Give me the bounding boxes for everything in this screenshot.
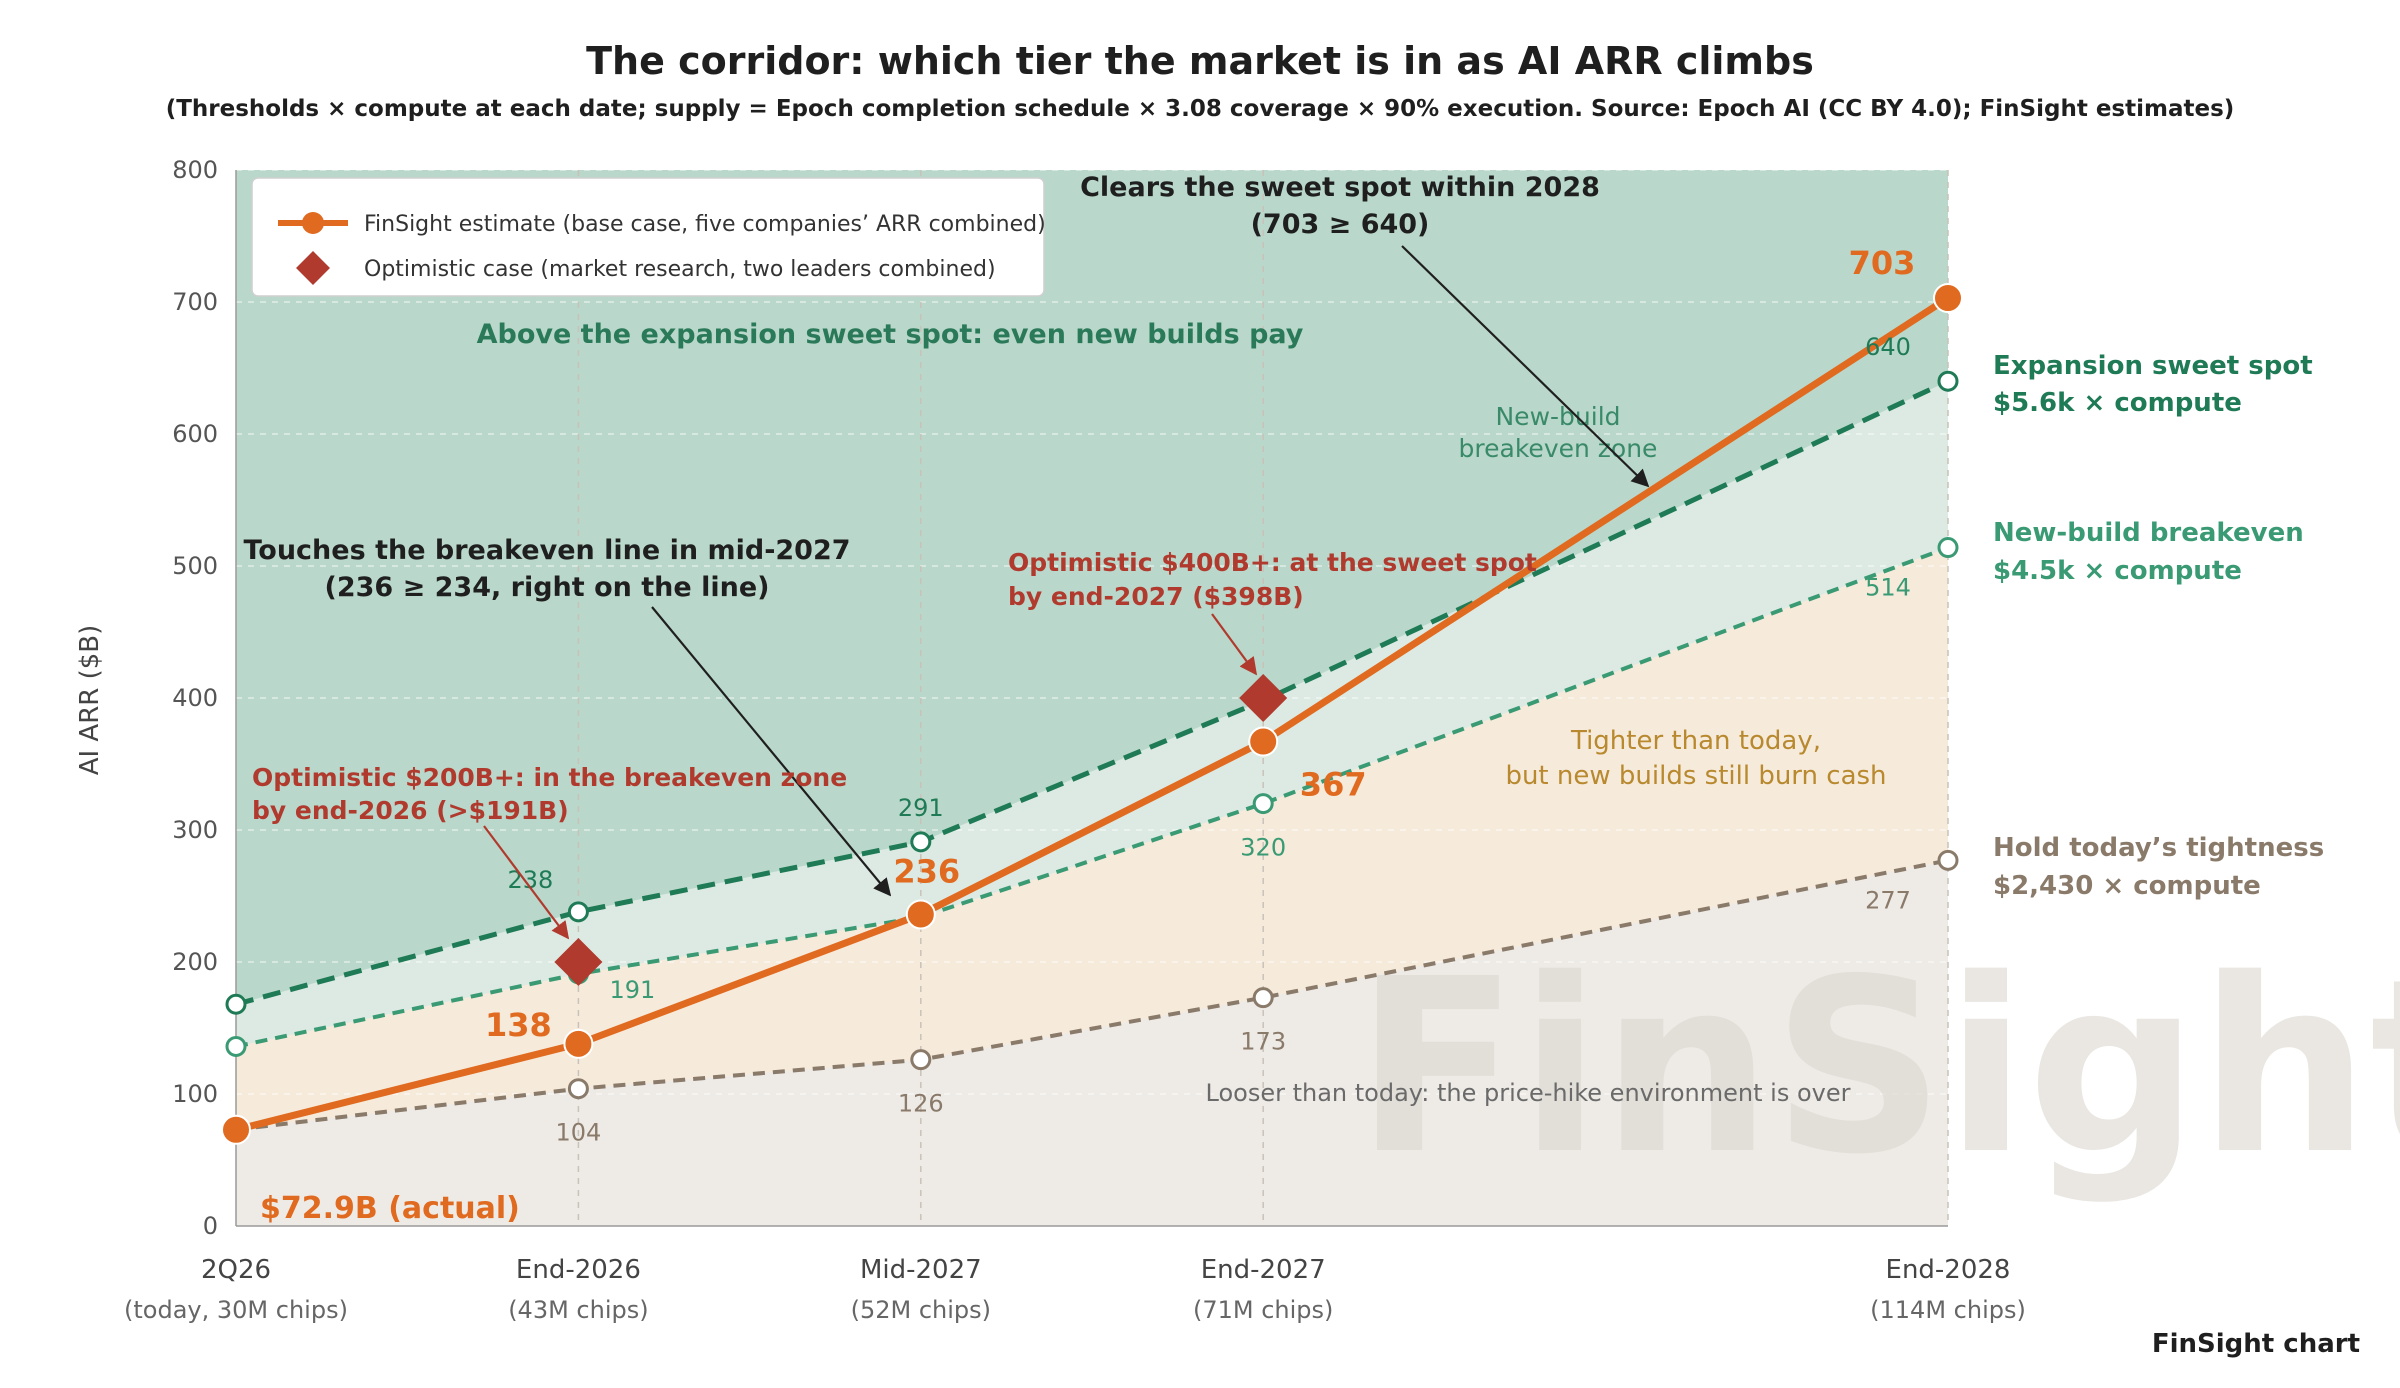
zone-label-tighter-2: but new builds still burn cash <box>1505 761 1886 791</box>
threshold-value-label: 104 <box>555 1119 601 1147</box>
annotation-opt400-line1: Optimistic $400B+: at the sweet spot <box>1008 548 1537 577</box>
threshold-value-label: 291 <box>898 794 944 822</box>
threshold-value-label: 320 <box>1240 834 1286 862</box>
value-labels: 1382363677032382916401913205141041261732… <box>485 244 1915 1147</box>
chart-title: The corridor: which tier the market is i… <box>586 39 1814 83</box>
side-label-sweet-2: $5.6k × compute <box>1993 388 2242 418</box>
x-tick-label: Mid-2027 <box>860 1255 982 1285</box>
threshold-value-label: 640 <box>1865 333 1911 361</box>
optimistic-point <box>1239 674 1288 722</box>
series-point <box>1937 849 1959 871</box>
side-label-sweet-1: Expansion sweet spot <box>1993 351 2313 381</box>
y-tick-label: 500 <box>172 552 218 580</box>
x-tick-sublabel: (today, 30M chips) <box>124 1296 348 1324</box>
zone-label-newbuild-2: breakeven zone <box>1459 434 1658 463</box>
annotation-opt200-line1: Optimistic $200B+: in the breakeven zone <box>252 763 847 792</box>
legend-box <box>251 177 1045 297</box>
y-tick-label: 800 <box>172 156 218 184</box>
side-label-hold-2: $2,430 × compute <box>1993 871 2261 901</box>
x-tick-sublabel: (71M chips) <box>1193 1296 1333 1324</box>
legend-label-base: FinSight estimate (base case, five compa… <box>364 212 1046 237</box>
series-point <box>1252 987 1274 1009</box>
axes: 0 100 200 300 400 500 600 700 800 2Q26 (today, 30M… <box>124 156 2026 1324</box>
x-tick-sublabel: (52M chips) <box>851 1296 991 1324</box>
actual-value-label: $72.9B (actual) <box>260 1191 520 1226</box>
y-tick-label: 200 <box>172 948 218 976</box>
annotation-breakeven-detail: (236 ≥ 234, right on the line) <box>325 572 770 603</box>
x-tick-label: End-2027 <box>1201 1255 1326 1285</box>
base-case-point <box>1933 283 1963 314</box>
series-point <box>567 1078 589 1100</box>
base-case-point <box>563 1028 594 1059</box>
y-tick-label: 700 <box>172 288 218 316</box>
legend-marker-base <box>302 212 324 234</box>
x-tick-label: 2Q26 <box>201 1255 271 1285</box>
side-label-breakeven-2: $4.5k × compute <box>1993 556 2242 586</box>
x-tick-sublabel: (114M chips) <box>1870 1296 2026 1324</box>
annotation-opt400-line2: by end-2027 ($398B) <box>1008 582 1304 611</box>
chart-credit: FinSight chart <box>2152 1329 2360 1359</box>
series-lines <box>221 283 1963 1145</box>
side-label-hold-1: Hold today’s tightness <box>1993 833 2324 863</box>
y-tick-label: 100 <box>172 1080 218 1108</box>
arrow-opt400 <box>1211 613 1258 676</box>
y-tick-label: 0 <box>203 1212 218 1240</box>
series-point <box>1937 537 1959 559</box>
series-point <box>1937 370 1959 392</box>
base-case-value-label: 138 <box>485 1006 552 1044</box>
side-labels: Expansion sweet spot $5.6k × compute New… <box>1993 351 2324 901</box>
series-point <box>910 1049 932 1071</box>
threshold-value-label: 126 <box>898 1090 944 1118</box>
annotations: Above the expansion sweet spot: even new… <box>243 172 1886 1226</box>
watermark-logo: FinSight <box>1355 927 2400 1207</box>
base-case-point <box>221 1114 251 1145</box>
y-tick-label: 400 <box>172 684 218 712</box>
y-tick-label: 300 <box>172 816 218 844</box>
zone-label-newbuild-1: New-build <box>1495 402 1620 431</box>
zone-looser-than-today <box>236 860 1948 1226</box>
x-tick-sublabel: (43M chips) <box>508 1296 648 1324</box>
annotation-opt200-line2: by end-2026 (>$191B) <box>252 796 569 825</box>
base-case-point <box>905 899 936 930</box>
series-line-new-build-breakeven <box>235 545 1949 1049</box>
y-tick-label: 600 <box>172 420 218 448</box>
legend-label-optimistic: Optimistic case (market research, two le… <box>364 257 996 282</box>
legend: FinSight estimate (base case, five compa… <box>251 177 1046 297</box>
base-case-value-label: 703 <box>1849 244 1916 282</box>
annotation-breakeven-title: Touches the breakeven line in mid-2027 <box>243 535 850 566</box>
threshold-value-label: 191 <box>609 976 655 1004</box>
series-point <box>567 901 589 923</box>
x-tick-label: End-2026 <box>516 1255 641 1285</box>
x-tick-label: End-2028 <box>1886 1255 2011 1285</box>
threshold-value-label: 514 <box>1865 574 1911 602</box>
zone-label-top: Above the expansion sweet spot: even new… <box>477 319 1304 350</box>
arrow-opt200 <box>483 825 570 940</box>
zone-label-looser: Looser than today: the price-hike enviro… <box>1206 1079 1851 1107</box>
chart-subtitle: (Thresholds × compute at each date; supp… <box>166 96 2235 122</box>
threshold-value-label: 277 <box>1865 886 1911 914</box>
y-axis-label: AI ARR ($B) <box>75 625 105 776</box>
series-point <box>910 831 932 853</box>
base-case-value-label: 236 <box>893 852 960 890</box>
threshold-value-label: 173 <box>1240 1028 1286 1056</box>
base-case-point <box>1248 726 1279 757</box>
base-case-value-label: 367 <box>1300 766 1367 804</box>
zone-label-tighter-1: Tighter than today, <box>1570 726 1821 756</box>
optimistic-point <box>554 938 603 986</box>
annotation-sweet-spot-title: Clears the sweet spot within 2028 <box>1080 172 1600 203</box>
annotation-sweet-spot-detail: (703 ≥ 640) <box>1251 209 1430 240</box>
side-label-breakeven-1: New-build breakeven <box>1993 518 2304 548</box>
series-point <box>225 993 247 1015</box>
arrow-sweet-spot <box>1401 245 1650 488</box>
arrow-breakeven <box>651 606 892 897</box>
series-point <box>225 1035 247 1057</box>
series-point <box>1252 793 1274 815</box>
